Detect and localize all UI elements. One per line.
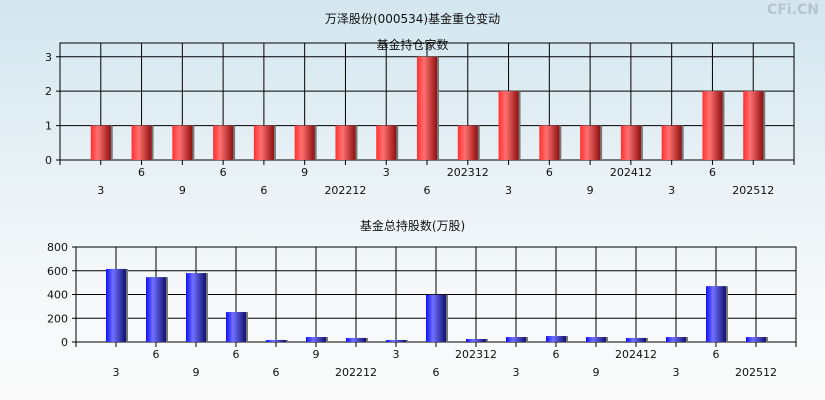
x-tick-label: 6 — [553, 348, 560, 361]
bar — [498, 91, 519, 160]
bar — [335, 125, 356, 160]
bar — [106, 268, 126, 342]
x-tick-label: 202512 — [732, 184, 774, 197]
bar — [466, 339, 486, 342]
bar — [546, 336, 566, 342]
y-tick-label: 0 — [45, 154, 52, 167]
x-tick-label: 6 — [433, 366, 440, 379]
watermark-logo: CFi.CN — [767, 2, 819, 18]
y-tick-label: 400 — [47, 289, 68, 302]
x-tick-label: 6 — [138, 166, 145, 179]
bar — [620, 125, 641, 160]
x-tick-label: 9 — [301, 166, 308, 179]
bar — [539, 125, 560, 160]
y-tick-label: 200 — [47, 312, 68, 325]
x-tick-label: 6 — [220, 166, 227, 179]
bar — [346, 337, 366, 342]
bar — [266, 339, 286, 342]
x-tick-label: 202312 — [455, 348, 497, 361]
bar — [661, 125, 682, 160]
bar — [743, 91, 764, 160]
bar — [253, 125, 274, 160]
x-tick-label: 202312 — [447, 166, 489, 179]
x-tick-label: 3 — [113, 366, 120, 379]
x-tick-label: 202512 — [735, 366, 777, 379]
bar — [426, 294, 446, 342]
x-tick-label: 9 — [179, 184, 186, 197]
bar — [457, 125, 478, 160]
y-tick-label: 3 — [45, 51, 52, 64]
x-tick-label: 3 — [97, 184, 104, 197]
x-tick-label: 6 — [153, 348, 160, 361]
x-tick-label: 6 — [273, 366, 280, 379]
bar — [666, 337, 686, 342]
x-tick-label: 202412 — [615, 348, 657, 361]
bar — [294, 125, 315, 160]
x-tick-label: 3 — [513, 366, 520, 379]
x-tick-label: 3 — [668, 184, 675, 197]
x-tick-label: 3 — [383, 166, 390, 179]
chart-title-holders: 基金持仓家数 — [376, 38, 449, 52]
x-tick-label: 3 — [673, 366, 680, 379]
x-tick-label: 9 — [313, 348, 320, 361]
bar — [626, 337, 646, 342]
bar — [580, 125, 601, 160]
y-tick-label: 1 — [45, 120, 52, 133]
x-tick-label: 202412 — [610, 166, 652, 179]
bar — [172, 125, 193, 160]
x-tick-label: 6 — [546, 166, 553, 179]
bar — [146, 277, 166, 342]
bar — [213, 125, 234, 160]
bar — [702, 91, 723, 160]
x-tick-label: 9 — [593, 366, 600, 379]
page-title: 万泽股份(000534)基金重仓变动 — [324, 12, 501, 26]
x-tick-label: 6 — [424, 184, 431, 197]
bar — [506, 337, 526, 342]
y-tick-label: 800 — [47, 241, 68, 254]
x-tick-label: 6 — [713, 348, 720, 361]
y-tick-label: 600 — [47, 265, 68, 278]
x-tick-label: 3 — [393, 348, 400, 361]
bar — [186, 273, 206, 342]
x-tick-label: 202212 — [324, 184, 366, 197]
x-tick-label: 6 — [709, 166, 716, 179]
x-tick-label: 9 — [193, 366, 200, 379]
x-tick-label: 3 — [505, 184, 512, 197]
chart-title-shares: 基金总持股数(万股) — [359, 219, 466, 233]
bar — [226, 312, 246, 342]
x-tick-label: 9 — [587, 184, 594, 197]
x-tick-label: 6 — [233, 348, 240, 361]
bar — [131, 125, 152, 160]
bar — [417, 56, 437, 160]
bar — [376, 125, 397, 160]
bar — [746, 337, 766, 342]
bar — [586, 337, 606, 342]
bar — [706, 286, 726, 342]
y-tick-label: 0 — [61, 336, 68, 349]
bar — [386, 339, 406, 342]
x-tick-label: 202212 — [335, 366, 377, 379]
x-tick-label: 6 — [260, 184, 267, 197]
bar — [306, 337, 326, 342]
y-tick-label: 2 — [45, 85, 52, 98]
bar — [90, 125, 111, 160]
